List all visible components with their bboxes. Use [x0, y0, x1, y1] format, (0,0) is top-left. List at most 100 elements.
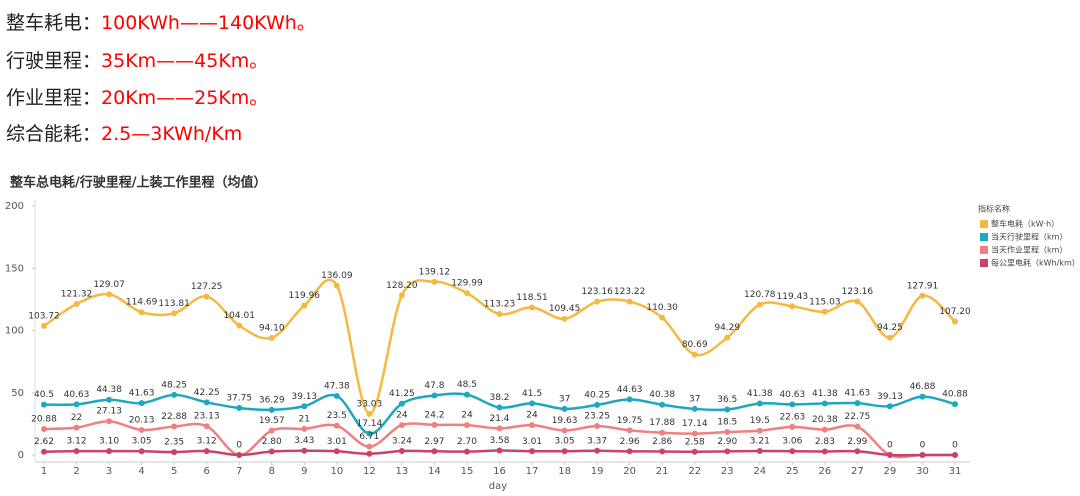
data-point [626, 298, 633, 305]
data-point [73, 424, 80, 431]
data-point [138, 426, 145, 433]
data-label: 109.45 [549, 304, 581, 314]
data-label: 21 [299, 414, 310, 424]
data-label: 23.5 [327, 411, 347, 421]
data-point [463, 422, 470, 429]
data-label: 24 [526, 411, 538, 421]
data-label: 24.2 [424, 410, 444, 420]
data-label: 2.80 [262, 437, 282, 447]
data-point [463, 448, 470, 455]
data-label: 2.86 [652, 437, 672, 447]
data-label: 39.13 [877, 392, 903, 402]
data-point [73, 448, 80, 455]
x-tick-label: 23 [721, 466, 734, 477]
x-tick-label: 10 [330, 466, 343, 477]
x-tick-label: 31 [949, 466, 962, 477]
data-point [171, 449, 178, 456]
data-label: 23.25 [584, 412, 610, 422]
data-point [659, 429, 666, 436]
data-label: 41.38 [747, 389, 773, 399]
x-tick-label: 26 [818, 466, 831, 477]
chart-title: 整车总电耗/行驶里程/上装工作里程（均值） [9, 175, 267, 191]
data-point [203, 448, 210, 455]
data-label: 2.35 [164, 438, 184, 448]
data-point [821, 308, 828, 315]
data-label: 94.10 [259, 323, 285, 333]
line-value: 2.5—3KWh/Km [101, 123, 243, 145]
data-label: 3.01 [522, 437, 542, 447]
data-point [301, 403, 308, 410]
data-point [659, 448, 666, 455]
data-label: 20.38 [812, 415, 838, 425]
x-tick-label: 4 [138, 466, 144, 477]
data-point [496, 447, 503, 454]
x-tick-label: 25 [786, 466, 799, 477]
data-label: 6.71 [359, 432, 379, 442]
data-point [594, 447, 601, 454]
data-label: 40.25 [584, 390, 610, 400]
data-label: 3.12 [197, 437, 217, 447]
data-label: 3.37 [587, 436, 607, 446]
data-label: 2.97 [424, 437, 444, 447]
data-point [496, 425, 503, 432]
data-label: 18.5 [717, 417, 737, 427]
data-point [268, 334, 275, 341]
data-point [398, 422, 405, 429]
data-point [106, 291, 113, 298]
data-point [106, 418, 113, 425]
data-point [919, 292, 926, 299]
data-label: 22.88 [161, 412, 187, 422]
data-point [952, 452, 958, 458]
data-point [333, 448, 340, 455]
data-label: 22.75 [845, 412, 871, 422]
data-point [886, 452, 893, 458]
data-point [529, 400, 536, 407]
data-label: 3.01 [327, 437, 347, 447]
data-point [333, 393, 340, 400]
data-point [886, 334, 893, 341]
data-point [854, 448, 861, 455]
data-point [333, 422, 340, 429]
x-tick-label: 3 [106, 466, 112, 477]
data-point [659, 401, 666, 408]
data-point [756, 427, 763, 434]
data-label: 40.38 [649, 390, 675, 400]
data-point [952, 401, 958, 408]
data-point [561, 315, 568, 322]
data-label: 2.90 [717, 437, 737, 447]
data-point [529, 304, 536, 311]
x-tick-label: 1 [41, 466, 47, 477]
data-label: 47.38 [324, 382, 350, 392]
header-line: 行驶里程：35Km——45Km。 [6, 46, 268, 73]
y-tick-label: 100 [5, 326, 24, 337]
data-label: 3.58 [489, 436, 509, 446]
x-tick-label: 21 [656, 466, 669, 477]
data-point [431, 278, 438, 285]
data-point [659, 314, 666, 321]
data-point [594, 401, 601, 408]
data-point [398, 400, 405, 407]
data-label: 37.75 [226, 394, 252, 404]
x-tick-label: 30 [916, 466, 929, 477]
data-label: 0 [887, 441, 893, 451]
y-tick-label: 200 [5, 201, 24, 212]
data-label: 2.58 [685, 437, 705, 447]
data-point [268, 406, 275, 413]
y-tick-label: 50 [11, 388, 24, 399]
data-label: 17.88 [649, 418, 675, 428]
data-point [789, 303, 796, 310]
data-label: 129.07 [93, 280, 125, 290]
data-point [821, 448, 828, 455]
data-label: 110.30 [646, 303, 678, 313]
data-label: 2.70 [457, 437, 477, 447]
data-label: 0 [236, 441, 242, 451]
x-axis-label: day [489, 481, 507, 492]
x-tick-label: 17 [526, 466, 539, 477]
data-label: 104.01 [223, 311, 255, 321]
data-label: 48.25 [161, 380, 187, 390]
data-label: 3.12 [67, 437, 87, 447]
line-value: 35Km——45Km。 [101, 50, 269, 72]
data-point [431, 421, 438, 428]
data-label: 41.63 [845, 389, 871, 399]
